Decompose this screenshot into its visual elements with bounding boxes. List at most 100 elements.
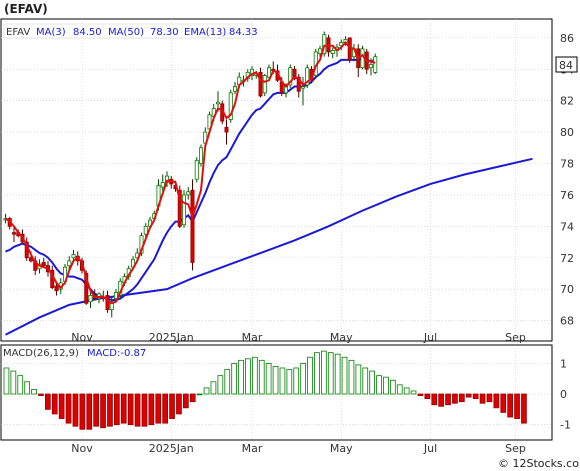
candle-body <box>105 295 110 310</box>
macd-bar <box>162 393 168 424</box>
macd-y-tick-label: -1 <box>560 419 571 432</box>
macd-bar <box>224 369 231 395</box>
macd-bar <box>396 384 403 395</box>
macd-bar <box>107 393 113 427</box>
price-y-tick-label: 74 <box>560 220 574 233</box>
candle-body <box>181 194 186 226</box>
candle-body <box>228 92 233 120</box>
macd-value: MACD:-0.87 <box>87 348 146 359</box>
candle-body <box>266 67 271 78</box>
macd-bar <box>134 393 141 427</box>
candle-body <box>160 181 165 188</box>
macd-bar <box>500 393 507 413</box>
macd-bar <box>258 359 265 395</box>
price-y-tick-label: 86 <box>560 32 574 45</box>
macd-bar <box>438 393 445 407</box>
price-y-tick-label: 76 <box>560 189 574 202</box>
candle-body <box>186 191 191 196</box>
candle-body <box>109 301 114 310</box>
macd-bar <box>458 393 465 403</box>
price-x-axis: Nov 2025Jan Mar May Jul Sep <box>71 331 526 344</box>
price-gridlines <box>1 19 552 341</box>
candle-body <box>258 72 263 97</box>
macd-bar <box>320 350 327 395</box>
legend-item: MA(3) <box>36 27 66 38</box>
macd-bar <box>251 356 258 395</box>
candle-body <box>190 189 195 263</box>
macd-bar <box>472 393 479 400</box>
macd-bar <box>65 393 72 424</box>
macd-bar <box>245 358 251 395</box>
price-x-tick-label: 2025Jan <box>149 331 194 344</box>
candle-up <box>143 223 148 238</box>
candle-up <box>266 64 271 81</box>
macd-bar <box>507 393 514 418</box>
last-price-value: 84 <box>559 59 573 72</box>
legend-item: 84.33 <box>229 27 258 38</box>
candle-up <box>88 292 93 309</box>
candle-body <box>305 67 310 86</box>
macd-panel: 1 0 -1 MACD(26,12,9) MACD:-0.87 <box>0 344 571 441</box>
macd-y-tick-label: 0 <box>560 388 567 401</box>
price-x-tick-label: Jul <box>423 331 437 344</box>
candle-up <box>373 53 378 74</box>
macd-bar <box>383 376 389 395</box>
macd-bar <box>203 387 210 395</box>
macd-bar <box>341 356 348 395</box>
macd-bar <box>445 393 451 406</box>
legend-item: 78.30 <box>150 27 179 38</box>
candle-up <box>300 77 305 106</box>
macd-bar <box>10 370 17 395</box>
macd-bar <box>45 393 51 410</box>
macd-bar <box>348 359 355 395</box>
macd-bar <box>127 393 134 426</box>
candle-up <box>109 297 114 318</box>
candle-body <box>67 260 72 267</box>
macd-bar <box>17 375 24 395</box>
macd-bar <box>93 393 99 427</box>
candle-up <box>71 249 76 261</box>
candle-body <box>330 50 335 54</box>
price-x-tick-label: May <box>330 331 353 344</box>
macd-title: MACD(26,12,9) <box>3 348 79 359</box>
candle-down <box>11 227 16 243</box>
candle-body <box>368 64 373 69</box>
candle-body <box>224 126 229 133</box>
macd-bar <box>286 369 293 395</box>
macd-bar <box>293 367 300 395</box>
price-x-tick-label: Nov <box>71 331 93 344</box>
candle-up <box>232 81 237 95</box>
macd-bar <box>24 381 31 395</box>
price-x-tick-label: Sep <box>505 331 526 344</box>
macd-histogram <box>3 350 527 430</box>
candle-body <box>11 232 16 235</box>
bottom-x-tick-label: Mar <box>242 442 263 455</box>
candle-up <box>330 47 335 59</box>
candle-up <box>228 89 233 123</box>
macd-bar <box>334 353 341 395</box>
bottom-x-tick-label: May <box>330 442 353 455</box>
candle-body <box>54 285 59 292</box>
price-y-tick-label: 82 <box>560 95 574 108</box>
bottom-x-tick-label: 2025Jan <box>149 442 194 455</box>
watermark: © 12Stocks.com <box>498 457 580 470</box>
candle-up <box>322 31 327 57</box>
price-y-tick-label: 72 <box>560 252 574 265</box>
macd-bar <box>369 370 376 395</box>
candle-body <box>292 68 297 80</box>
price-y-tick-label: 70 <box>560 283 574 296</box>
candle-body <box>177 189 182 227</box>
legend-item: EMA(13) <box>184 27 226 38</box>
macd-bar <box>155 393 162 424</box>
macd-bar <box>231 362 237 395</box>
macd-bar <box>148 393 155 426</box>
price-y-axis: 68 70 72 74 76 78 80 82 84 86 <box>560 32 574 328</box>
price-legend-box <box>3 23 253 39</box>
ma3-line <box>4 41 376 305</box>
macd-bar <box>114 393 120 426</box>
macd-bar <box>189 393 196 403</box>
last-price-box <box>555 56 578 73</box>
macd-bar <box>72 393 79 427</box>
candle-up <box>160 174 165 192</box>
